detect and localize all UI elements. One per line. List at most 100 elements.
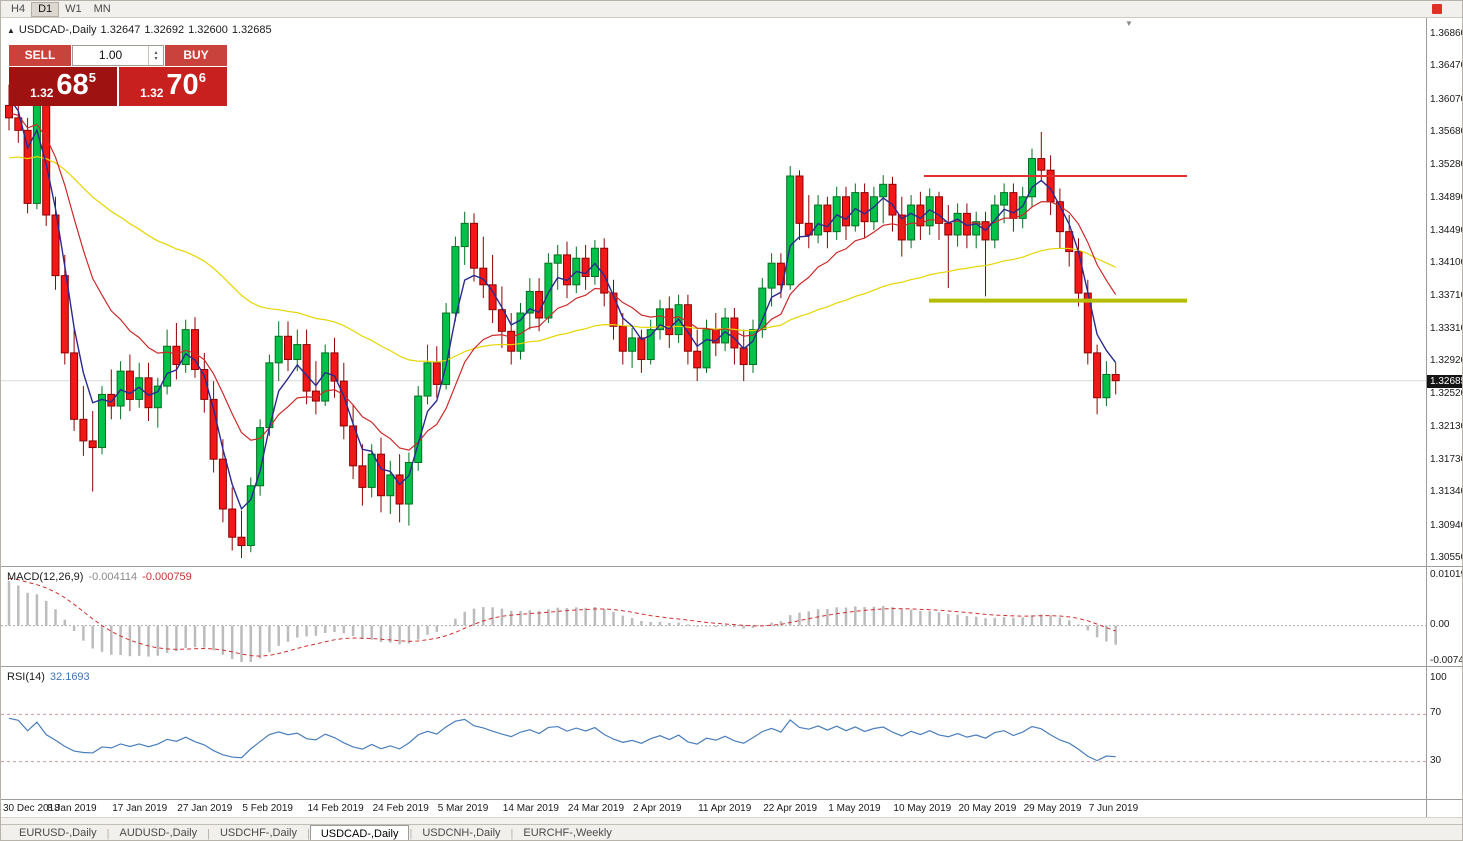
sell-price-prefix: 1.32: [30, 86, 54, 100]
timeframe-h4[interactable]: H4: [11, 3, 26, 15]
sell-price-big: 68: [56, 69, 89, 101]
date-axis-label: 7 Jun 2019: [1088, 803, 1139, 814]
price-axis-label: 1.32130: [1430, 420, 1463, 432]
sell-button[interactable]: SELL: [9, 45, 71, 66]
tab-separator: |: [306, 827, 310, 840]
rsi-chart-canvas[interactable]: [1, 668, 1426, 800]
price-axis-label: 1.36470: [1430, 60, 1463, 72]
rsi-axis[interactable]: 100 70 30: [1426, 666, 1462, 799]
date-axis-label: 30 Dec 2018: [3, 803, 60, 814]
one-click-trading-panel: SELL 1.00 ▴ ▾ BUY 1.32 68 5 1.32 70 6: [9, 45, 227, 107]
date-axis-label: 5 Mar 2019: [437, 803, 489, 814]
timeframe-mn[interactable]: MN: [93, 3, 111, 15]
date-axis-label: 22 Apr 2019: [763, 803, 818, 814]
date-axis-label: 27 Jan 2019: [177, 803, 233, 814]
rsi-axis-label: 30: [1430, 754, 1442, 766]
timeframe-toolbar: H4 D1 W1 MN: [1, 1, 1462, 18]
date-axis-label: 5 Feb 2019: [242, 803, 293, 814]
price-axis[interactable]: 1.32685 1.36860 1.36470 1.36070 1.35680 1.35…: [1426, 18, 1463, 566]
date-axis-corner: [1426, 799, 1462, 817]
ohlc-open: 1.32647: [100, 24, 141, 36]
date-axis-label: 2 Apr 2019: [633, 803, 682, 814]
ohlc-low: 1.32600: [188, 24, 228, 36]
current-price-tag: 1.32685: [1427, 374, 1462, 388]
spinner-down-icon[interactable]: ▾: [154, 55, 158, 62]
price-axis-label: 1.35680: [1430, 125, 1463, 137]
tab-separator: |: [207, 827, 210, 840]
date-axis-label: 20 May 2019: [958, 803, 1017, 814]
buy-button[interactable]: BUY: [165, 45, 227, 66]
tab-separator: |: [106, 827, 110, 840]
date-axis-label: 17 Jan 2019: [112, 803, 168, 814]
price-axis-label: 1.34100: [1430, 257, 1463, 269]
macd-axis[interactable]: 0.010199 0.00 -0.007476: [1426, 566, 1462, 666]
tab-separator: |: [510, 827, 514, 840]
rsi-value: 32.1693: [49, 671, 90, 683]
price-axis-label: 1.30940: [1430, 519, 1463, 531]
tab-usdcnh-daily[interactable]: USDCNH-,Daily: [422, 827, 501, 839]
price-axis-label: 1.33310: [1430, 322, 1463, 334]
buy-price-sup: 6: [198, 70, 206, 85]
rsi-axis-label: 70: [1430, 707, 1442, 719]
tab-audusd-daily[interactable]: AUDUSD-,Daily: [119, 827, 198, 839]
rsi-panel[interactable]: RSI(14) 32.1693: [1, 666, 1426, 799]
date-axis-label: 14 Mar 2019: [502, 803, 559, 814]
macd-panel[interactable]: MACD(12,26,9) -0.004114 -0.000759: [1, 566, 1426, 666]
alert-indicator-icon[interactable]: [1432, 4, 1442, 14]
main-chart-area[interactable]: ▲ USDCAD-,Daily 1.32647 1.32692 1.32600 1.326…: [1, 18, 1426, 566]
macd-chart-canvas[interactable]: [1, 568, 1426, 667]
volume-spinner[interactable]: ▴ ▾: [148, 46, 163, 65]
price-axis-label: 1.34890: [1430, 191, 1463, 203]
date-axis-label: 24 Mar 2019: [567, 803, 625, 814]
tab-eurchf-weekly[interactable]: EURCHF-,Weekly: [523, 827, 612, 839]
volume-value: 1.00: [98, 48, 123, 62]
sell-quote-box[interactable]: 1.32 68 5: [9, 67, 117, 106]
price-axis-label: 1.35280: [1430, 159, 1463, 171]
macd-main-value: -0.004114: [88, 571, 138, 583]
buy-price-big: 70: [166, 69, 199, 101]
timeframe-d1[interactable]: D1: [31, 2, 60, 17]
ohlc-close: 1.32685: [231, 24, 272, 36]
tab-usdcad-daily[interactable]: USDCAD-,Daily: [309, 824, 410, 840]
date-axis-label: 1 May 2019: [828, 803, 881, 814]
rsi-axis-label: 100: [1430, 672, 1447, 683]
spinner-up-icon[interactable]: ▴: [154, 49, 158, 56]
sell-price-sup: 5: [88, 70, 96, 85]
horizontal-scrollbar[interactable]: [1, 817, 1462, 824]
tab-eurusd-daily[interactable]: EURUSD-,Daily: [19, 827, 97, 839]
price-axis-label: 1.36860: [1430, 28, 1463, 39]
price-axis-label: 1.32920: [1430, 355, 1463, 367]
buy-quote-box[interactable]: 1.32 70 6: [119, 67, 227, 106]
price-axis-label: 1.32520: [1430, 388, 1463, 400]
ohlc-high: 1.32692: [144, 24, 185, 36]
macd-label: MACD(12,26,9): [7, 571, 84, 583]
macd-header: MACD(12,26,9) -0.004114 -0.000759: [7, 571, 197, 583]
collapse-arrow-icon[interactable]: ▲: [7, 26, 15, 35]
price-axis-label: 1.34490: [1430, 224, 1463, 236]
chart-symbol-title: USDCAD-,Daily: [18, 24, 97, 36]
candlestick-chart-canvas[interactable]: [1, 18, 1426, 566]
macd-signal-value: -0.000759: [142, 571, 192, 583]
macd-axis-label: -0.007476: [1430, 655, 1462, 666]
tab-usdchf-daily[interactable]: USDCHF-,Daily: [219, 827, 297, 839]
buy-price-prefix: 1.32: [140, 86, 164, 100]
macd-axis-label: 0.00: [1430, 618, 1450, 630]
date-axis-label: 29 May 2019: [1023, 803, 1082, 814]
timeframe-w1[interactable]: W1: [65, 3, 82, 15]
chart-shift-marker-icon[interactable]: ▼: [1125, 19, 1133, 28]
price-axis-label: 1.36070: [1430, 93, 1463, 105]
price-axis-label: 1.30550: [1430, 552, 1463, 563]
date-axis-label: 14 Feb 2019: [307, 803, 364, 814]
rsi-label: RSI(14): [7, 671, 45, 683]
tab-separator: |: [409, 827, 413, 840]
price-axis-label: 1.33710: [1430, 289, 1463, 301]
chart-ohlc-header: ▲ USDCAD-,Daily 1.32647 1.32692 1.32600 1.326…: [7, 24, 276, 36]
volume-input[interactable]: 1.00 ▴ ▾: [72, 45, 164, 66]
date-axis-label: 11 Apr 2019: [698, 803, 752, 814]
price-axis-label: 1.31730: [1430, 454, 1463, 465]
price-axis-label: 1.31340: [1430, 486, 1463, 498]
date-axis[interactable]: 30 Dec 2018 8 Jan 2019 17 Jan 2019 27 Jan 2…: [1, 799, 1426, 817]
timeframe-buttons: H4 D1 W1 MN: [5, 2, 117, 17]
date-axis-label: 24 Feb 2019: [372, 803, 429, 814]
